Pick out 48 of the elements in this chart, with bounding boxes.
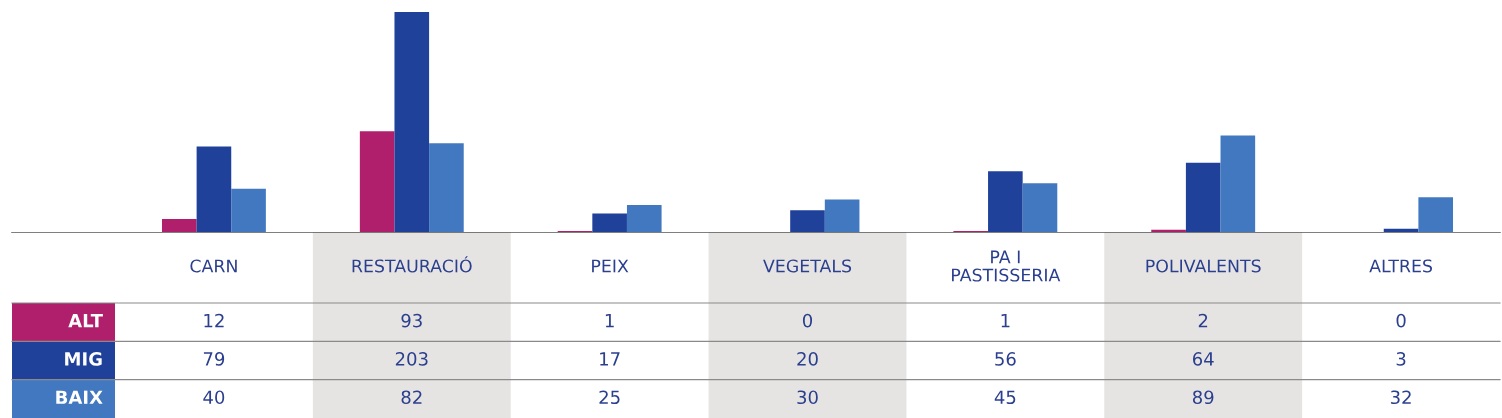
data-label: 64 [1192, 352, 1214, 366]
data-label: 45 [994, 390, 1016, 405]
data-label: 0 [802, 313, 813, 328]
text: ALT [68, 313, 103, 328]
data-label: 32 [1390, 390, 1411, 405]
bar [394, 12, 430, 232]
data-label: 56 [995, 352, 1016, 366]
data-label: 89 [1192, 390, 1214, 405]
data-label: 20 [797, 352, 818, 366]
data-label: 2 [1198, 313, 1208, 328]
data-label: 3 [1396, 352, 1406, 366]
bar [1022, 183, 1058, 232]
bar [1151, 229, 1186, 232]
data-label: 1 [605, 313, 614, 328]
data-label: 30 [797, 390, 818, 405]
data-label: 0 [1396, 313, 1406, 328]
x-tick-label: PEIX [592, 259, 629, 273]
text: BAIX [56, 390, 103, 404]
bar [1220, 135, 1256, 232]
data-label: 79 [203, 352, 225, 366]
data-label: 203 [395, 352, 428, 366]
data-label: 1 [1001, 313, 1010, 328]
x-tick-label: POLIVALENTS [1146, 259, 1261, 273]
bar [824, 199, 860, 232]
data-label: 12 [204, 313, 224, 328]
bar [429, 143, 464, 232]
text: MIG [65, 352, 102, 366]
bar [592, 213, 627, 232]
bar [626, 204, 662, 232]
bar [231, 188, 266, 232]
x-tick-label: CARN [190, 259, 237, 273]
bar [988, 171, 1023, 232]
bar [1383, 228, 1419, 232]
data-label: 25 [599, 390, 620, 405]
data-label: 40 [203, 390, 225, 405]
data-label: 93 [401, 313, 422, 328]
x-tick-label: RESTAURACIÓ [352, 256, 472, 273]
x-tick-label: VEGETALS [763, 259, 852, 273]
data-label: 17 [600, 352, 620, 366]
bar [1418, 197, 1454, 232]
x-tick-label: ALTRES [1369, 259, 1433, 273]
x-tick-label: PA I PASTISSERIA [952, 250, 1061, 282]
bar [161, 219, 197, 232]
data-label: 82 [401, 390, 422, 405]
bar [790, 210, 825, 232]
bar [1185, 162, 1221, 232]
bar [196, 146, 232, 232]
bar [359, 131, 395, 232]
